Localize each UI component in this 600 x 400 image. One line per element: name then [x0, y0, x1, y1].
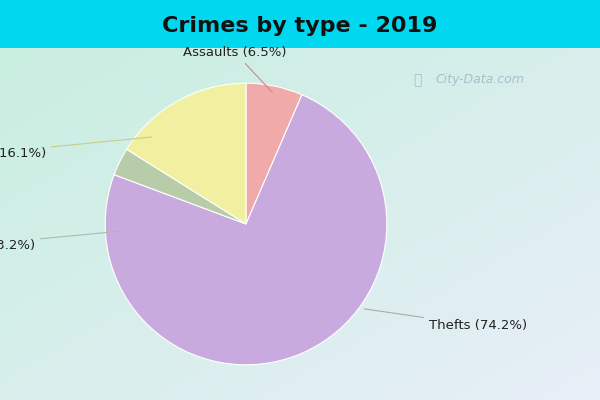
Text: Thefts (74.2%): Thefts (74.2%) — [364, 309, 527, 332]
Text: ⓘ: ⓘ — [413, 73, 421, 87]
Wedge shape — [114, 149, 246, 224]
Text: Burglaries (16.1%): Burglaries (16.1%) — [0, 137, 152, 160]
Text: Assaults (6.5%): Assaults (6.5%) — [183, 46, 286, 92]
Text: Crimes by type - 2019: Crimes by type - 2019 — [163, 16, 437, 36]
Wedge shape — [127, 83, 246, 224]
Text: City-Data.com: City-Data.com — [436, 74, 524, 86]
Text: Auto thefts (3.2%): Auto thefts (3.2%) — [0, 231, 119, 252]
Wedge shape — [105, 95, 387, 365]
Wedge shape — [246, 83, 302, 224]
